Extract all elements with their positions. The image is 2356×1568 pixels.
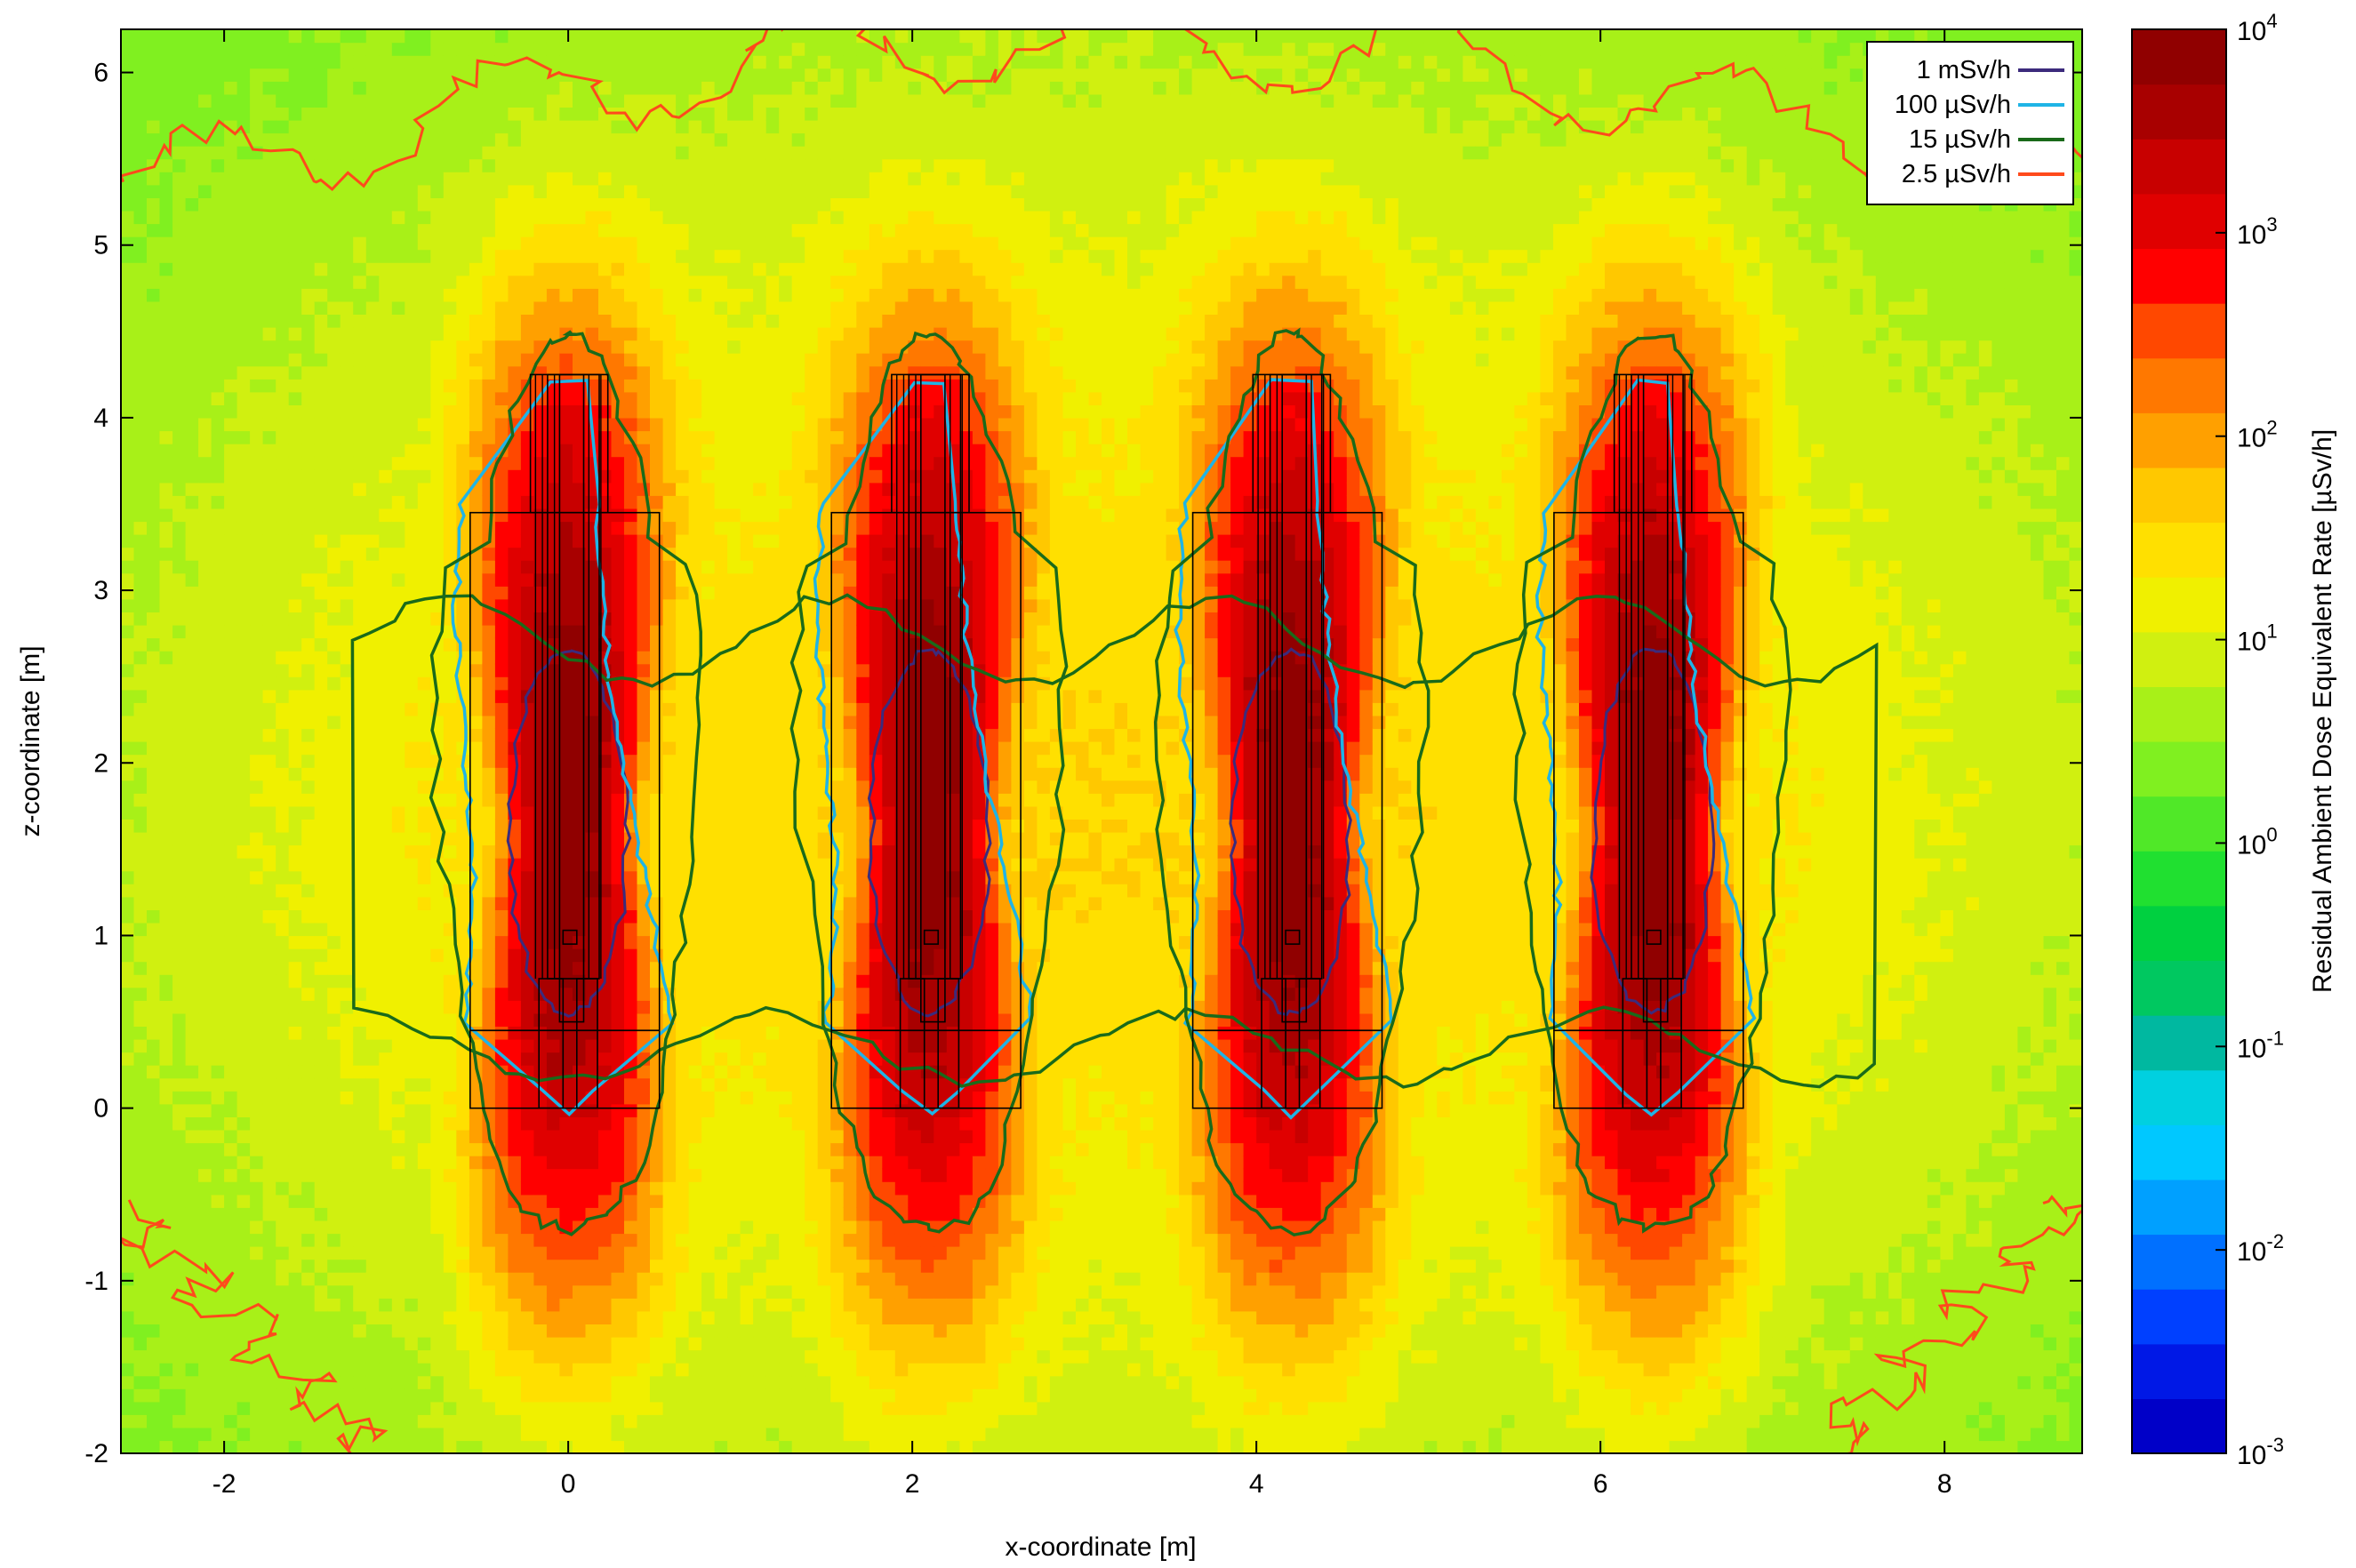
contour-15usvh-envelope <box>350 593 1879 1089</box>
contour-1msvh-source-1 <box>506 649 632 1018</box>
dose-heatmap <box>121 29 2082 1453</box>
legend-label: 100 µSv/h <box>1895 91 2011 119</box>
y-tick-label: 6 <box>93 59 108 88</box>
x-tick-label: 0 <box>561 1469 576 1499</box>
colorbar-band <box>2132 905 2226 961</box>
colorbar-band <box>2132 851 2226 907</box>
contour-2-5usvh-top <box>121 29 2082 194</box>
colorbar-band <box>2132 29 2226 85</box>
y-tick-label: -2 <box>84 1439 108 1468</box>
y-tick-label: 5 <box>93 231 108 260</box>
colorbar-band <box>2132 303 2226 359</box>
plot-frame <box>120 28 2083 1454</box>
colorbar-tick-label: 104 <box>2237 10 2278 46</box>
y-tick-label: 0 <box>93 1094 108 1124</box>
colorbar-tick-label: 10-2 <box>2237 1230 2284 1267</box>
colorbar-band <box>2132 1289 2226 1345</box>
contour-1msvh-source-3 <box>1229 647 1352 1017</box>
contour-15usvh-source-4 <box>1512 333 1792 1234</box>
legend-label: 1 mSv/h <box>1917 56 2011 84</box>
x-tick-label: 6 <box>1593 1469 1608 1499</box>
colorbar-band <box>2132 1343 2226 1399</box>
colorbar-band <box>2132 412 2226 468</box>
x-axis: -2 0 2 4 6 8 <box>212 29 1952 1499</box>
colorbar-tick-label: 101 <box>2237 620 2278 657</box>
source-geometry-1 <box>469 373 661 1109</box>
x-tick-label: 4 <box>1249 1469 1264 1499</box>
source-geometry-3 <box>1191 373 1383 1109</box>
x-tick-label: 2 <box>905 1469 920 1499</box>
y-tick-label: 1 <box>93 921 108 950</box>
source-geometry-2 <box>830 373 1022 1109</box>
colorbar-tick-label: 100 <box>2237 823 2278 860</box>
colorbar-band <box>2132 467 2226 524</box>
y-tick-label: 3 <box>93 576 108 605</box>
colorbar-tick-label: 103 <box>2237 213 2278 250</box>
contour-2-5usvh-bottom-left <box>121 1199 389 1453</box>
contour-2-5usvh-bottom-right <box>1829 1195 2082 1453</box>
colorbar-band <box>2132 1179 2226 1236</box>
colorbar-band <box>2132 1398 2226 1454</box>
colorbar-band <box>2132 248 2226 304</box>
contour-15usvh-source-1 <box>429 330 703 1236</box>
colorbar-frame <box>2131 28 2227 1454</box>
y-axis: -2 -1 0 1 2 3 4 5 6 <box>84 59 2082 1468</box>
colorbar-band <box>2132 1015 2226 1071</box>
x-tick-label: 8 <box>1937 1469 1952 1499</box>
colorbar-band <box>2132 631 2226 687</box>
colorbar-band <box>2132 522 2226 578</box>
source-geometry-outlines <box>469 373 1744 1109</box>
contour-1msvh-source-4 <box>1590 647 1716 1015</box>
source-geometry-4 <box>1553 373 1744 1109</box>
colorbar-band <box>2132 84 2226 140</box>
legend-label: 15 µSv/h <box>1909 125 2011 154</box>
colorbar-band <box>2132 960 2226 1016</box>
y-tick-label: 2 <box>93 748 108 778</box>
colorbar-band <box>2132 686 2226 742</box>
x-axis-label: x-coordinate [m] <box>1005 1532 1196 1562</box>
colorbar: 10-3 10-2 10-1 100 101 102 103 104 <box>2131 10 2284 1470</box>
colorbar-band <box>2132 1069 2226 1125</box>
colorbar-band <box>2132 193 2226 249</box>
contour-1msvh-source-2 <box>867 648 992 1018</box>
colorbar-tick-label: 10-3 <box>2237 1434 2284 1470</box>
colorbar-tick-label: 102 <box>2237 417 2278 453</box>
legend-label: 2.5 µSv/h <box>1902 160 2011 188</box>
colorbar-label: Residual Ambient Dose Equivalent Rate [µ… <box>2308 429 2337 993</box>
colorbar-band <box>2132 1124 2226 1180</box>
colorbar-tick-label: 10-1 <box>2237 1027 2284 1063</box>
contour-100usvh-source-3 <box>1174 378 1393 1120</box>
colorbar-band <box>2132 1234 2226 1290</box>
contour-15usvh-source-3 <box>1153 327 1430 1237</box>
y-tick-label: -1 <box>84 1267 108 1296</box>
y-axis-label: z-coordinate [m] <box>16 645 45 836</box>
colorbar-band <box>2132 741 2226 797</box>
colorbar-band <box>2132 357 2226 413</box>
x-tick-label: -2 <box>212 1469 236 1499</box>
colorbar-band <box>2132 139 2226 195</box>
contour-100usvh-source-4 <box>1535 378 1757 1117</box>
colorbar-band <box>2132 796 2226 852</box>
colorbar-band <box>2132 577 2226 633</box>
legend: 1 mSv/h 100 µSv/h 15 µSv/h 2.5 µSv/h <box>1866 41 2074 205</box>
y-tick-label: 4 <box>93 404 108 433</box>
contour-15usvh-source-2 <box>789 331 1069 1234</box>
